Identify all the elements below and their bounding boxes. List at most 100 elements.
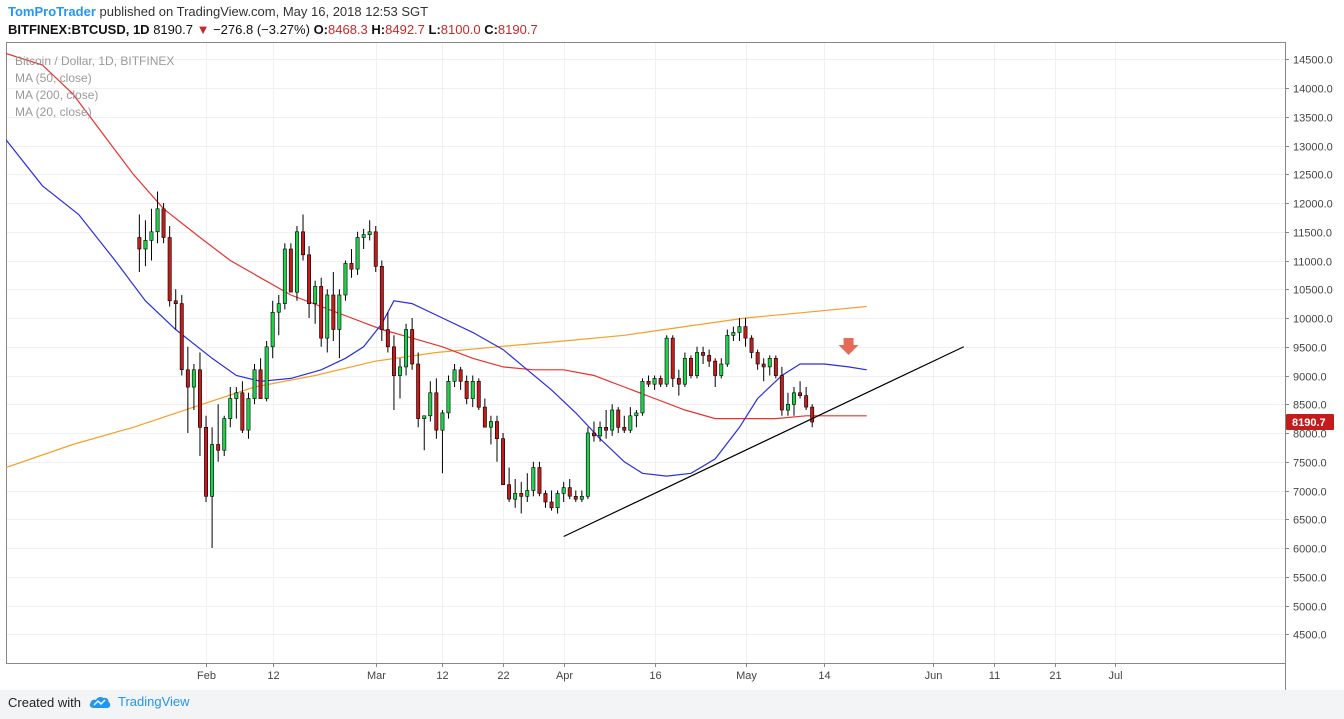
candle-body xyxy=(307,254,311,305)
candle-down xyxy=(216,404,221,462)
candle-down xyxy=(798,381,803,399)
candle-body xyxy=(428,392,433,417)
candle-body xyxy=(149,231,154,241)
candle-up xyxy=(652,375,657,390)
last-price: 8190.7 xyxy=(153,22,193,37)
candle-body xyxy=(670,337,675,379)
candle-down xyxy=(161,203,166,244)
tradingview-brand[interactable]: TradingView xyxy=(118,694,190,709)
candle-down xyxy=(410,318,415,370)
candle-up xyxy=(234,387,239,419)
candle-up xyxy=(446,375,451,419)
candle-body xyxy=(531,467,536,491)
candle-down xyxy=(385,312,390,353)
candle-up xyxy=(367,220,372,241)
candle-body xyxy=(464,380,469,399)
candle-down xyxy=(258,358,263,399)
candle-down xyxy=(713,358,718,387)
candle-down xyxy=(458,366,463,390)
candle-up xyxy=(452,364,457,387)
candle-down xyxy=(288,243,293,293)
price-tick-label: 5000.0 xyxy=(1293,602,1327,614)
time-tick-label: 12 xyxy=(436,670,448,682)
price-tick-label: 14000.0 xyxy=(1293,84,1333,96)
candle-body xyxy=(246,398,251,431)
candle-up xyxy=(276,295,281,336)
candle-up xyxy=(767,355,772,376)
time-tick-label: 11 xyxy=(989,670,1000,682)
candle-up xyxy=(470,375,475,408)
last-price-badge-bg xyxy=(1286,414,1334,430)
candle-up xyxy=(598,421,603,442)
candle-down xyxy=(240,381,245,433)
candle-body xyxy=(804,395,809,408)
candle-body xyxy=(234,392,239,399)
candle-down xyxy=(761,358,766,382)
trendline-layer[interactable] xyxy=(563,346,964,538)
candle-down xyxy=(507,467,511,502)
high-value: 8492.7 xyxy=(385,22,425,37)
chart-header: TomProTrader published on TradingView.co… xyxy=(0,0,1344,42)
price-axis[interactable]: 4500.0 5000.0 5500.0 6000.0 6500.0 7000.0 7500… xyxy=(1285,55,1333,642)
candle-body xyxy=(452,369,457,382)
symbol-line: BITFINEX:BTCUSD, 1D 8190.7 ▼ −276.8 (−3.… xyxy=(8,22,538,37)
candle-down xyxy=(688,355,693,379)
candle-body xyxy=(288,248,293,293)
support-trendline xyxy=(563,346,964,538)
legend-ma20: MA (20, close) xyxy=(15,105,92,119)
grid xyxy=(6,42,1285,663)
candle-up xyxy=(149,208,154,261)
candle-up xyxy=(664,335,669,387)
candle-body xyxy=(325,294,330,339)
candle-body xyxy=(185,369,190,388)
candle-down xyxy=(591,421,596,442)
candle-down xyxy=(549,490,554,511)
candle-body xyxy=(167,237,172,302)
candle-up xyxy=(725,329,730,367)
author-link[interactable]: TomProTrader xyxy=(8,4,96,19)
chart-area[interactable]: 4500.0 5000.0 5500.0 6000.0 6500.0 7000.0 7500… xyxy=(5,42,1338,690)
time-tick-label: 16 xyxy=(649,670,661,682)
time-tick-label: May xyxy=(736,670,757,682)
candle-body xyxy=(779,375,784,411)
time-tick-label: Mar xyxy=(367,670,386,682)
last-price-badge: 8190.7 xyxy=(1286,414,1334,430)
price-tick-label: 8000.0 xyxy=(1293,429,1327,441)
candle-body xyxy=(634,412,639,417)
candle-body xyxy=(676,378,681,385)
candle-body xyxy=(282,248,287,304)
candle-up xyxy=(428,381,433,422)
candle-up xyxy=(270,300,275,359)
candle-body xyxy=(810,406,815,423)
candle-body xyxy=(313,286,318,304)
candle-up xyxy=(282,243,287,310)
ma200-layer xyxy=(5,305,867,469)
candle-body xyxy=(719,363,724,376)
candle-down xyxy=(779,366,784,416)
candle-down xyxy=(198,352,202,456)
candle-up xyxy=(155,191,160,244)
candle-up xyxy=(785,392,790,416)
price-chart[interactable]: 4500.0 5000.0 5500.0 6000.0 6500.0 7000.0 7500… xyxy=(5,42,1338,690)
candle-body xyxy=(755,352,760,365)
candle-up xyxy=(422,415,427,451)
candle-body xyxy=(785,403,790,411)
tradingview-link[interactable]: TradingView xyxy=(88,694,190,709)
candle-body xyxy=(143,240,148,250)
candle-up xyxy=(325,289,330,353)
candle-up xyxy=(313,280,318,324)
candle-up xyxy=(397,358,402,399)
down-arrow-icon xyxy=(838,338,859,356)
ma200-line xyxy=(5,305,867,469)
candle-body xyxy=(646,380,651,385)
price-tick-label: 4500.0 xyxy=(1293,630,1327,642)
candle-body xyxy=(458,369,463,382)
time-axis[interactable]: Feb 12 Mar 12 22 Apr 16 May 14 Jun 11 21 Jul xyxy=(197,663,1123,682)
candle-body xyxy=(585,432,590,497)
candle-body xyxy=(404,329,408,368)
candle-body xyxy=(622,426,627,431)
candle-down xyxy=(622,415,627,433)
candle-up xyxy=(585,427,590,500)
candle-up xyxy=(525,473,530,502)
candle-body xyxy=(270,311,275,348)
